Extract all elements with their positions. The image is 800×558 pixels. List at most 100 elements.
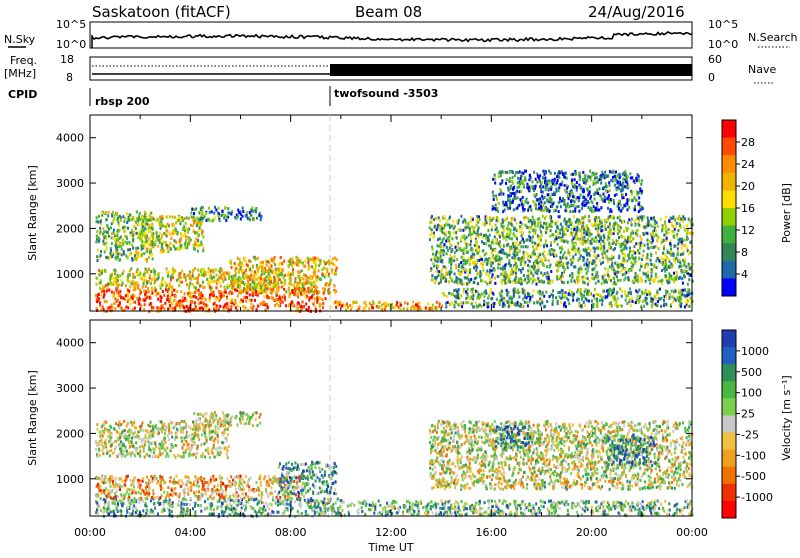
scatter-point (508, 221, 510, 224)
scatter-point (638, 224, 640, 227)
scatter-point (502, 279, 504, 282)
scatter-point (274, 304, 276, 307)
scatter-point (430, 269, 432, 272)
scatter-point (541, 301, 543, 304)
scatter-point (478, 236, 480, 239)
scatter-point (520, 263, 522, 266)
scatter-point (105, 242, 107, 245)
scatter-point (326, 284, 328, 287)
scatter-point (107, 226, 109, 229)
scatter-point (167, 308, 169, 311)
scatter-point (506, 239, 508, 242)
scatter-point (122, 215, 124, 218)
scatter-point (203, 216, 205, 219)
scatter-point (352, 302, 354, 305)
scatter-point (119, 229, 121, 232)
scatter-point (519, 241, 521, 244)
nsky-trace (92, 32, 692, 48)
scatter-point (133, 225, 135, 228)
scatter-point (116, 213, 118, 216)
scatter-point (654, 220, 656, 223)
scatter-point (515, 304, 517, 307)
scatter-point (529, 266, 531, 269)
scatter-point (582, 221, 584, 224)
scatter-point (540, 221, 542, 224)
scatter-point (435, 276, 437, 279)
scatter-point (647, 219, 649, 222)
scatter-point (289, 260, 291, 263)
scatter-point (166, 284, 168, 287)
scatter-point (449, 273, 451, 276)
scatter-point (310, 286, 312, 289)
scatter-point (520, 245, 522, 248)
scatter-point (497, 220, 499, 223)
scatter-point (688, 278, 690, 281)
scatter-point (299, 275, 301, 278)
scatter-point (532, 251, 534, 254)
scatter-point (485, 237, 487, 240)
scatter-point (591, 223, 593, 226)
scatter-point (550, 244, 552, 247)
scatter-point (586, 233, 588, 236)
scatter-point (622, 264, 624, 267)
scatter-point (595, 282, 597, 285)
scatter-point (153, 268, 155, 271)
scatter-point (688, 293, 690, 296)
scatter-point (609, 243, 611, 246)
scatter-point (501, 251, 503, 254)
scatter-point (676, 222, 678, 225)
scatter-point (629, 172, 631, 175)
scatter-point (237, 285, 239, 288)
scatter-point (516, 266, 518, 269)
scatter-point (469, 263, 471, 266)
scatter-point (248, 259, 250, 262)
scatter-point (157, 298, 159, 301)
scatter-point (637, 295, 639, 298)
scatter-point (114, 307, 116, 310)
scatter-point (532, 278, 534, 281)
scatter-point (516, 237, 518, 240)
scatter-point (440, 257, 442, 260)
scatter-point (188, 287, 190, 290)
scatter-point (141, 244, 143, 247)
scatter-point (649, 240, 651, 243)
scatter-point (522, 288, 524, 291)
scatter-point (316, 286, 318, 289)
scatter-point (498, 301, 500, 304)
scatter-point (473, 294, 475, 297)
scatter-point (450, 267, 452, 270)
scatter-point (195, 287, 197, 290)
scatter-point (689, 241, 691, 244)
scatter-point (454, 251, 456, 254)
scatter-point (439, 302, 441, 305)
scatter-point (563, 303, 565, 306)
scatter-point (662, 224, 664, 227)
scatter-point (579, 175, 581, 178)
scatter-point (576, 276, 578, 279)
nsky-tick-bottom: 10^0 (56, 38, 86, 51)
scatter-point (650, 259, 652, 262)
scatter-point (555, 296, 557, 299)
scatter-point (170, 237, 172, 240)
scatter-point (451, 224, 453, 227)
scatter-point (182, 300, 184, 303)
scatter-point (291, 289, 293, 292)
scatter-point (511, 273, 513, 276)
scatter-point (133, 219, 135, 222)
scatter-point (97, 259, 99, 262)
scatter-point (635, 256, 637, 259)
scatter-point (149, 244, 151, 247)
scatter-point (514, 259, 516, 262)
scatter-point (666, 237, 668, 240)
scatter-point (663, 302, 665, 305)
scatter-point (481, 240, 483, 243)
scatter-point (651, 305, 653, 308)
scatter-point (260, 215, 262, 218)
scatter-point (650, 246, 652, 249)
scatter-point (520, 269, 522, 272)
scatter-point (166, 247, 168, 250)
scatter-point (183, 273, 185, 276)
scatter-point (557, 225, 559, 228)
scatter-point (471, 302, 473, 305)
scatter-point (584, 281, 586, 284)
